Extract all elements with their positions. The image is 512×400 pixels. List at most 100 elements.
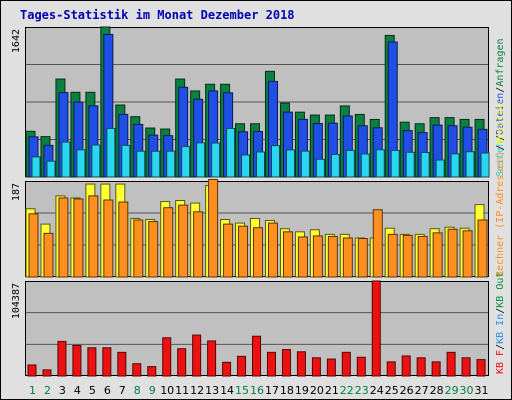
bar-seiten [405, 151, 415, 178]
bar-kb-f [177, 348, 187, 377]
bar-seiten [465, 151, 475, 178]
legend-kb-out: KB Out [495, 272, 506, 308]
bar-seiten [46, 160, 56, 178]
x-tick-label: 25 [385, 384, 399, 397]
bar-seiten [181, 146, 191, 178]
bar-kb-f [237, 355, 247, 377]
legend-rechner: Rechner (IP-Adressen) [495, 151, 506, 277]
bar-kb-f [326, 358, 336, 377]
bar-kb-f [117, 351, 127, 377]
bar-kb-f [446, 351, 456, 377]
legend-separator: / [495, 344, 506, 350]
bar-rechner [342, 237, 353, 278]
x-tick-label: 19 [295, 384, 309, 397]
bar-rechner [267, 222, 278, 278]
legend-seiten: Seiten [495, 141, 506, 177]
legend: KB F/KB In/KB Out [495, 272, 506, 374]
bar-rechner [312, 235, 323, 278]
x-tick-label: 15 [235, 384, 249, 397]
x-tick-label: 5 [89, 384, 96, 397]
bar-rechner [133, 219, 144, 278]
bar-rechner [178, 204, 189, 278]
legend-separator: / [495, 135, 506, 141]
x-tick-label: 14 [220, 384, 234, 397]
bar-kb-f [87, 347, 97, 377]
bar-seiten [330, 153, 340, 178]
bar-kb-f [266, 351, 276, 377]
bar-seiten [420, 152, 430, 178]
bar-seiten [151, 150, 161, 178]
bar-rechner [238, 225, 249, 278]
bar-seiten [375, 149, 385, 178]
bar-kb-f [57, 340, 67, 377]
bar-seiten [211, 142, 221, 178]
bar-seiten [196, 142, 206, 178]
bar-kb-f [192, 334, 202, 377]
x-tick-label: 22 [340, 384, 354, 397]
bar-rechner [118, 201, 129, 278]
x-tick-label: 2 [44, 384, 51, 397]
x-tick-label: 4 [74, 384, 81, 397]
bar-rechner [43, 232, 54, 278]
x-tick-label: 12 [190, 384, 204, 397]
bar-rechner [103, 199, 114, 278]
bar-rechner [28, 213, 39, 278]
bar-rechner [282, 231, 293, 278]
bar-rechner [88, 195, 99, 278]
bar-seiten [285, 149, 295, 178]
bar-rechner [357, 237, 368, 278]
bar-kb-f [102, 347, 112, 377]
bar-rechner [402, 234, 413, 278]
bar-kb-f [27, 364, 37, 377]
bar-kb-f [72, 345, 82, 377]
bar-kb-f [401, 355, 411, 377]
bar-kb-f [252, 335, 262, 377]
x-tick-label: 17 [265, 384, 279, 397]
bar-seiten [241, 154, 251, 178]
legend-dateien: Dateien [495, 93, 506, 135]
bar-rechner [58, 197, 69, 278]
bar-rechner [432, 232, 443, 278]
y-max-label: 104387 [11, 283, 22, 319]
bar-seiten [435, 159, 445, 178]
bar-rechner [477, 219, 488, 278]
bar-kb-f [162, 337, 172, 377]
x-tick-label: 20 [310, 384, 324, 397]
legend-anfragen: Anfragen [495, 38, 506, 86]
x-tick-label: 8 [134, 384, 141, 397]
bar-kb-f [207, 340, 217, 377]
bar-rechner [462, 230, 473, 278]
x-tick-label: 31 [475, 384, 489, 397]
bar-rechner [372, 209, 383, 278]
x-tick-label: 28 [430, 384, 444, 397]
x-tick-label: 16 [250, 384, 264, 397]
x-tick-label: 30 [460, 384, 474, 397]
bar-seiten [226, 127, 236, 178]
bar-seiten [31, 156, 41, 178]
x-tick-label: 1 [29, 384, 36, 397]
chart-title: Tages-Statistik im Monat Dezember 2018 [20, 8, 295, 22]
bar-seiten [345, 150, 355, 178]
bar-seiten [480, 152, 490, 178]
legend-kb-in: KB In [495, 314, 506, 344]
bar-seiten [300, 150, 310, 178]
bar-kb-f [296, 351, 306, 377]
bar-seiten [315, 158, 325, 178]
y-max-label: 187 [11, 183, 22, 201]
legend-separator: / [495, 308, 506, 314]
bar-kb-f [132, 363, 142, 377]
x-tick-label: 18 [280, 384, 294, 397]
bar-kb-f [281, 349, 291, 377]
bar-kb-f [461, 357, 471, 377]
x-tick-label: 11 [175, 384, 189, 397]
bar-rechner [447, 228, 458, 278]
x-tick-label: 24 [370, 384, 384, 397]
bar-kb-f [476, 359, 486, 377]
bar-seiten [270, 145, 280, 178]
x-tick-label: 13 [205, 384, 219, 397]
bar-rechner [297, 236, 308, 278]
bar-kb-f [356, 356, 366, 377]
bar-rechner [163, 207, 174, 278]
bar-kb-f [431, 361, 441, 377]
